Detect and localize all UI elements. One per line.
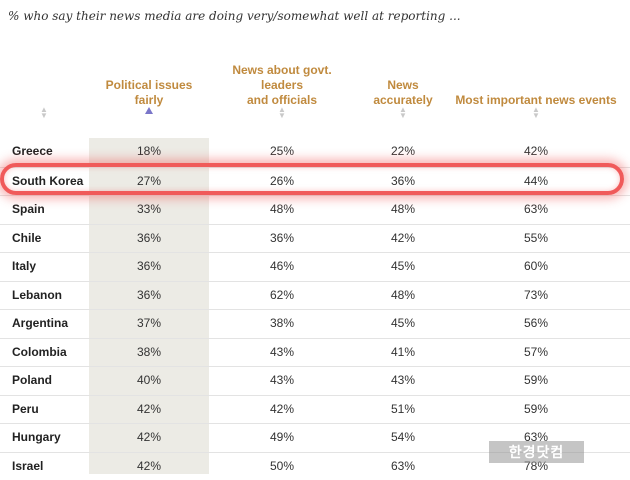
- value-cell: 46%: [269, 259, 295, 273]
- country-name: Poland: [12, 373, 53, 387]
- column-header-important-events[interactable]: Most important news events: [455, 93, 617, 108]
- country-name: Peru: [12, 402, 39, 416]
- column-header-govt-leaders[interactable]: News about govt. leaders and officials: [222, 63, 342, 108]
- table-row: Poland 40% 43% 43% 59%: [0, 366, 630, 394]
- value-cell: 63%: [523, 202, 549, 216]
- country-name: Lebanon: [12, 288, 62, 302]
- value-cell: 27%: [136, 174, 162, 188]
- value-cell: 48%: [269, 202, 295, 216]
- value-cell: 37%: [136, 316, 162, 330]
- sort-icon[interactable]: ▲ ▼: [278, 105, 286, 120]
- table-row: Italy 36% 46% 45% 60%: [0, 252, 630, 280]
- value-cell: 18%: [136, 144, 162, 158]
- country-name: Italy: [12, 259, 37, 273]
- table-row: Spain 33% 48% 48% 63%: [0, 195, 630, 223]
- value-cell: 22%: [390, 144, 416, 158]
- header-line: News: [387, 78, 419, 92]
- table-row: Greece 18% 25% 22% 42%: [0, 138, 630, 166]
- country-name: Chile: [12, 231, 42, 245]
- value-cell: 42%: [136, 430, 162, 444]
- header-line: fairly: [134, 93, 164, 107]
- value-cell: 40%: [136, 373, 162, 387]
- table-row: Hungary 42% 49% 54% 63%: [0, 423, 630, 451]
- value-cell: 59%: [523, 373, 549, 387]
- value-cell: 42%: [136, 459, 162, 473]
- column-header-news-accurately[interactable]: News accurately: [343, 78, 463, 108]
- value-cell: 63%: [390, 459, 416, 473]
- value-cell: 42%: [523, 144, 549, 158]
- value-cell: 36%: [136, 259, 162, 273]
- country-name: Colombia: [12, 345, 67, 359]
- value-cell: 41%: [390, 345, 416, 359]
- value-cell: 42%: [136, 402, 162, 416]
- value-cell: 45%: [390, 316, 416, 330]
- row-sort-icon[interactable]: ▲ ▼: [40, 105, 48, 120]
- country-name: South Korea: [12, 174, 84, 188]
- value-cell: 49%: [269, 430, 295, 444]
- value-cell: 25%: [269, 144, 295, 158]
- country-name: Argentina: [12, 316, 69, 330]
- header-line: leaders: [260, 78, 304, 92]
- header-line: Most important news events: [455, 93, 617, 107]
- value-cell: 45%: [390, 259, 416, 273]
- header-line: and officials: [246, 93, 317, 107]
- value-cell: 43%: [269, 373, 295, 387]
- value-cell: 42%: [269, 402, 295, 416]
- table-row: Argentina 37% 38% 45% 56%: [0, 309, 630, 337]
- table-row: Lebanon 36% 62% 48% 73%: [0, 281, 630, 309]
- header-line: accurately: [373, 93, 433, 107]
- value-cell: 26%: [269, 174, 295, 188]
- value-cell: 43%: [390, 373, 416, 387]
- column-header-political-issues[interactable]: Political issues fairly: [89, 78, 209, 108]
- value-cell: 60%: [523, 259, 549, 273]
- table-row: South Korea 27% 26% 36% 44%: [0, 167, 630, 195]
- value-cell: 55%: [523, 231, 549, 245]
- value-cell: 36%: [390, 174, 416, 188]
- value-cell: 73%: [523, 288, 549, 302]
- value-cell: 42%: [390, 231, 416, 245]
- sort-icon[interactable]: ▲ ▼: [532, 105, 540, 120]
- value-cell: 62%: [269, 288, 295, 302]
- value-cell: 36%: [136, 288, 162, 302]
- value-cell: 48%: [390, 202, 416, 216]
- value-cell: 48%: [390, 288, 416, 302]
- value-cell: 43%: [269, 345, 295, 359]
- table-row: Colombia 38% 43% 41% 57%: [0, 338, 630, 366]
- value-cell: 59%: [523, 402, 549, 416]
- value-cell: 36%: [136, 231, 162, 245]
- value-cell: 56%: [523, 316, 549, 330]
- country-name: Greece: [12, 144, 53, 158]
- sort-icon[interactable]: ▲ ▼: [399, 105, 407, 120]
- watermark-logo: 한경닷컴: [489, 441, 584, 463]
- table-row: Peru 42% 42% 51% 59%: [0, 395, 630, 423]
- value-cell: 57%: [523, 345, 549, 359]
- value-cell: 38%: [136, 345, 162, 359]
- value-cell: 63%: [523, 430, 549, 444]
- header-line: News about govt.: [232, 63, 332, 77]
- table-subtitle: % who say their news media are doing ver…: [8, 9, 461, 23]
- table-row: Chile 36% 36% 42% 55%: [0, 224, 630, 252]
- country-name: Spain: [12, 202, 45, 216]
- value-cell: 50%: [269, 459, 295, 473]
- value-cell: 51%: [390, 402, 416, 416]
- value-cell: 33%: [136, 202, 162, 216]
- header-line: Political issues: [105, 78, 193, 92]
- value-cell: 54%: [390, 430, 416, 444]
- country-name: Hungary: [12, 430, 61, 444]
- value-cell: 36%: [269, 231, 295, 245]
- value-cell: 44%: [523, 174, 549, 188]
- country-name: Israel: [12, 459, 44, 473]
- sort-ascending-icon[interactable]: [145, 107, 153, 114]
- value-cell: 38%: [269, 316, 295, 330]
